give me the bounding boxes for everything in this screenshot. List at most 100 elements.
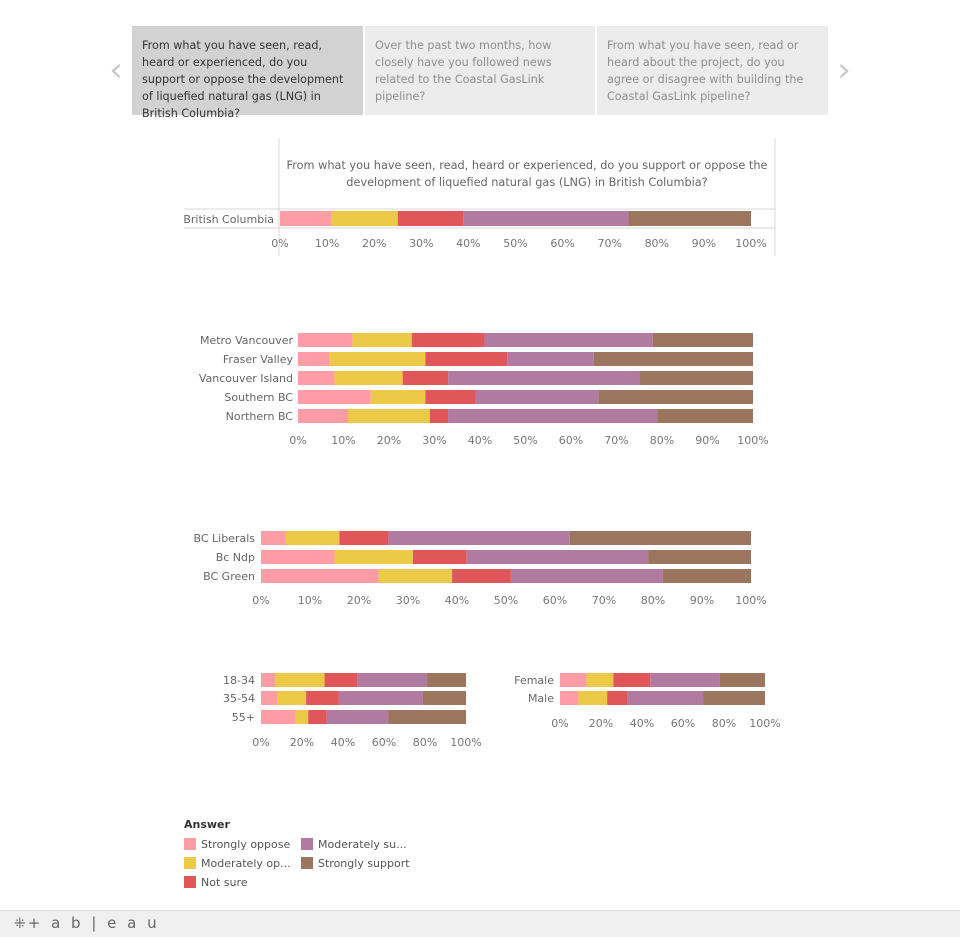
tableau-logo[interactable]: ⁜ + a b | e a u [14, 914, 160, 932]
bar-segment[interactable] [370, 390, 426, 404]
bar-segment[interactable] [662, 569, 751, 583]
legend-label: Strongly support [318, 857, 410, 870]
bar-segment[interactable] [425, 390, 476, 404]
bar-segment[interactable] [578, 691, 608, 705]
bar-segment[interactable] [703, 691, 766, 705]
bar-segment[interactable] [388, 710, 466, 724]
bar-segment[interactable] [427, 673, 466, 687]
x-tick-label: 60% [543, 594, 567, 607]
bar-segment[interactable] [507, 352, 594, 366]
bar-segment[interactable] [348, 409, 430, 423]
bar-segment[interactable] [627, 691, 704, 705]
legend-item[interactable]: Moderately su... [301, 838, 407, 852]
bar-segment[interactable] [648, 550, 751, 564]
bar-segment[interactable] [452, 569, 511, 583]
x-tick-label: 50% [494, 594, 518, 607]
x-tick-label: 20% [290, 736, 314, 749]
x-tick-label: 10% [331, 434, 355, 447]
bar-segment[interactable] [560, 673, 587, 687]
category-label: 35-54 [223, 692, 255, 705]
bar-segment[interactable] [388, 531, 570, 545]
legend-item[interactable]: Strongly oppose [184, 838, 290, 852]
bar-segment[interactable] [261, 550, 335, 564]
x-tick-label: 0% [252, 736, 269, 749]
story-point-1[interactable]: From what you have seen, read, heard or … [132, 26, 363, 120]
bar-segment[interactable] [484, 333, 653, 347]
category-label: BC Liberals [193, 532, 255, 545]
bar-segment[interactable] [657, 409, 753, 423]
x-tick-label: 20% [377, 434, 401, 447]
bar-segment[interactable] [402, 371, 449, 385]
bar-segment[interactable] [298, 352, 330, 366]
bar-segment[interactable] [261, 691, 278, 705]
bar-segment[interactable] [329, 352, 426, 366]
bar-segment[interactable] [607, 691, 628, 705]
x-tick-label: 40% [630, 717, 654, 730]
bar-segment[interactable] [586, 673, 614, 687]
bar-segment[interactable] [261, 673, 276, 687]
x-tick-label: 30% [422, 434, 446, 447]
legend-item[interactable]: Not sure [184, 876, 248, 890]
bar-segment[interactable] [425, 352, 508, 366]
bar-segment[interactable] [298, 390, 371, 404]
legend-item[interactable]: Moderately op... [184, 857, 291, 871]
bar-segment[interactable] [448, 371, 640, 385]
bar-segment[interactable] [429, 409, 449, 423]
bar-segment[interactable] [652, 333, 753, 347]
bar-segment[interactable] [463, 211, 629, 226]
x-tick-label: 20% [362, 237, 386, 250]
bar-segment[interactable] [298, 409, 349, 423]
bar-segment[interactable] [569, 531, 751, 545]
bar-segment[interactable] [613, 673, 651, 687]
bar-segment[interactable] [334, 550, 413, 564]
x-tick-label: 90% [692, 237, 716, 250]
bar-segment[interactable] [277, 691, 307, 705]
bar-segment[interactable] [598, 390, 753, 404]
bar-segment[interactable] [352, 333, 412, 347]
bar-segment[interactable] [338, 691, 423, 705]
bar-segment[interactable] [280, 211, 332, 226]
bar-segment[interactable] [261, 569, 379, 583]
bar-segment[interactable] [466, 550, 649, 564]
bar-segment[interactable] [650, 673, 720, 687]
x-tick-label: 30% [409, 237, 433, 250]
bar-segment[interactable] [295, 710, 309, 724]
bar-segment[interactable] [298, 371, 335, 385]
bar-segment[interactable] [357, 673, 428, 687]
bar-segment[interactable] [448, 409, 658, 423]
bar-segment[interactable] [719, 673, 765, 687]
bar-segment[interactable] [593, 352, 753, 366]
story-point-3[interactable]: From what you have seen, read or heard a… [597, 26, 828, 115]
bar-segment[interactable] [412, 550, 467, 564]
x-tick-label: 0% [271, 237, 288, 250]
bar-segment[interactable] [475, 390, 599, 404]
bar-segment[interactable] [261, 710, 296, 724]
bar-segment[interactable] [275, 673, 325, 687]
bar-segment[interactable] [411, 333, 485, 347]
bar-segment[interactable] [639, 371, 753, 385]
legend-item[interactable]: Strongly support [301, 857, 410, 871]
bar-segment[interactable] [326, 710, 389, 724]
chevron-right-icon[interactable]: › [837, 50, 851, 90]
x-tick-label: 80% [650, 434, 674, 447]
bar-segment[interactable] [397, 211, 464, 226]
bar-segment[interactable] [339, 531, 389, 545]
bar-segment[interactable] [308, 710, 327, 724]
bar-segment[interactable] [560, 691, 579, 705]
story-point-2[interactable]: Over the past two months, how closely ha… [365, 26, 595, 115]
bar-segment[interactable] [331, 211, 398, 226]
bar-segment[interactable] [422, 691, 466, 705]
bar-segment[interactable] [510, 569, 663, 583]
bar-segment[interactable] [334, 371, 403, 385]
bar-segment[interactable] [324, 673, 358, 687]
chevron-left-icon[interactable]: ‹ [109, 50, 123, 90]
bar-segment[interactable] [261, 531, 286, 545]
bar-segment[interactable] [306, 691, 339, 705]
bar-segment[interactable] [298, 333, 353, 347]
legend-label: Moderately su... [318, 838, 407, 851]
legend-swatch [184, 838, 196, 850]
bar-segment[interactable] [628, 211, 751, 226]
legend-label: Not sure [201, 876, 248, 889]
bar-segment[interactable] [378, 569, 453, 583]
bar-segment[interactable] [285, 531, 340, 545]
